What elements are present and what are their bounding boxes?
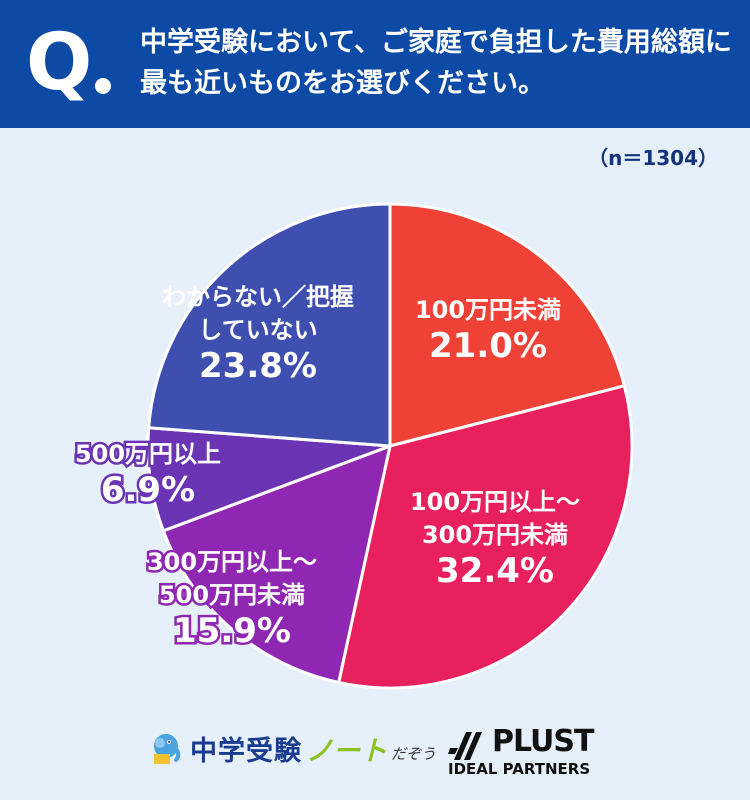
- slice-label-text-4-1: していない: [198, 316, 317, 344]
- question-line-2: 最も近いものをお選びください。: [140, 68, 545, 99]
- slice-label-text-3-0: 500万円以上: [75, 440, 221, 468]
- slice-pct-0: 21.0%: [429, 326, 547, 366]
- logo1-note: ノート: [306, 735, 387, 767]
- pie-slice-4: [147, 202, 392, 448]
- logo1-small: だぞう: [391, 744, 437, 763]
- slice-pct-3: 6.9%: [101, 470, 195, 510]
- plust-mark-icon: [448, 732, 482, 760]
- question-line-1: 中学受験において、ご家庭で負担した費用総額に: [140, 27, 732, 58]
- slice-label-text-4-0: わからない／把握: [162, 283, 354, 311]
- question-header: Q 中学受験において、ご家庭で負担した費用総額に 最も近いものをお選びください。: [0, 0, 750, 128]
- slice-label-text-1-1: 300万円未満: [422, 521, 568, 549]
- ideal-partners-text: IDEAL PARTNERS: [448, 760, 591, 778]
- question-text: 中学受験において、ご家庭で負担した費用総額に 最も近いものをお選びください。: [140, 22, 740, 104]
- pie-slice-2: [161, 443, 393, 685]
- elephant-mascot-icon: [154, 734, 181, 764]
- q-dot: [95, 78, 111, 94]
- plust-text: PLUST: [492, 724, 594, 759]
- slice-pct-2: 15.9%: [173, 611, 291, 651]
- sample-size: （n＝1304）: [588, 146, 718, 170]
- logo1-main: 中学受験: [190, 735, 302, 767]
- slice-pct-4: 23.8%: [199, 346, 317, 386]
- chugaku-juken-note-logo: 中学受験 ノート だぞう: [148, 728, 436, 768]
- plust-logo: PLUST IDEAL PARTNERS: [448, 724, 608, 782]
- pie-slice-0: [388, 202, 627, 448]
- q-letter: Q: [26, 18, 93, 108]
- slice-label-text-2-1: 500万円未満: [159, 581, 305, 609]
- slice-pct-1: 32.4%: [436, 551, 554, 591]
- slice-label-text-2-0: 300万円以上～: [147, 548, 317, 576]
- pie-slice-3: [146, 426, 391, 533]
- slice-label-text-0-0: 100万円未満: [415, 296, 561, 324]
- pie-slice-1: [336, 383, 634, 690]
- slice-label-text-1-0: 100万円以上～: [410, 488, 580, 516]
